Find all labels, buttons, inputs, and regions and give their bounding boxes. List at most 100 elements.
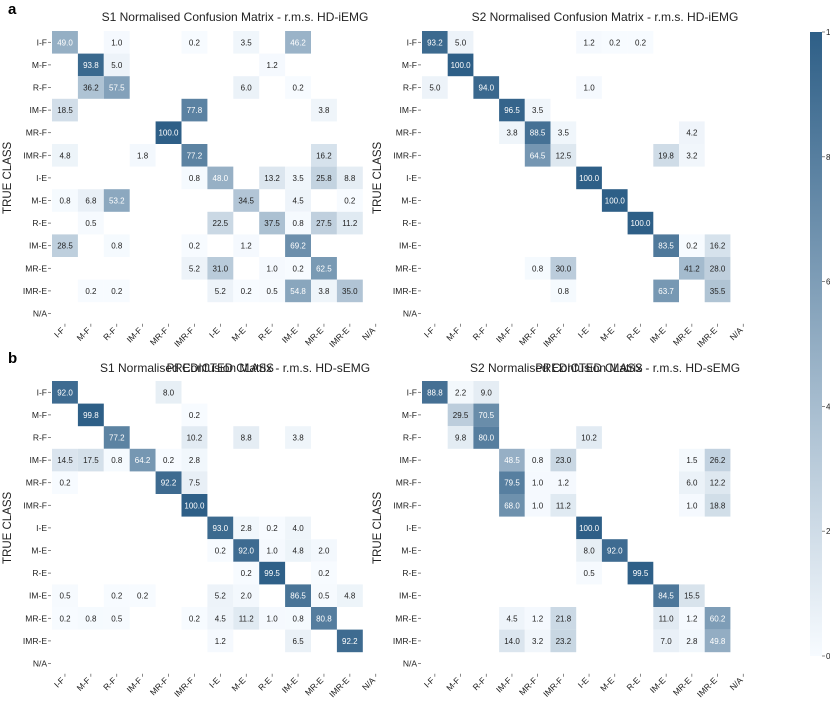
- y-tick-label: I-E: [406, 523, 417, 533]
- cell-value-label: 21.8: [556, 614, 572, 623]
- x-tick-label: R-F: [101, 675, 118, 692]
- heatmap-cell: [704, 279, 731, 303]
- cell-value-label: 25.8: [316, 174, 332, 183]
- heatmap-cell: [653, 144, 679, 167]
- y-tick-label: R-E: [32, 568, 47, 578]
- heatmap-cell: [679, 257, 705, 280]
- y-tick-label: MR-E: [395, 613, 417, 623]
- cell-value-label: 1.2: [584, 38, 596, 47]
- heatmap-cell: [524, 607, 551, 630]
- cell-value-label: 1.0: [532, 501, 544, 510]
- heatmap-cell: [499, 471, 525, 494]
- cell-value-label: 11.2: [556, 501, 572, 510]
- cell-value-label: 11.0: [659, 614, 675, 623]
- heatmap-cell: [576, 426, 602, 449]
- cell-value-label: 57.5: [109, 84, 125, 93]
- heatmap-cell: [704, 234, 731, 257]
- cell-value-label: 3.8: [293, 434, 305, 443]
- heatmap-cell: [207, 516, 234, 540]
- cell-value-label: 16.2: [316, 151, 332, 160]
- cell-value-label: 2.0: [241, 592, 253, 601]
- cell-value-label: 54.8: [290, 287, 306, 296]
- y-tick-label: R-F: [403, 83, 417, 93]
- y-tick-label: IMR-F: [23, 150, 47, 160]
- y-tick-label: IM-F: [30, 455, 47, 465]
- y-tick-label: IM-E: [399, 241, 417, 251]
- y-tick-label: MR-E: [25, 613, 47, 623]
- cell-value-label: 100.0: [579, 524, 600, 533]
- x-tick-label: IMR-F: [541, 675, 565, 699]
- heatmap-cell: [550, 607, 577, 630]
- heatmap-cell: [285, 211, 311, 235]
- heatmap-cell: [336, 166, 363, 190]
- y-tick-label: IM-F: [30, 105, 47, 115]
- cell-value-label: 1.2: [558, 479, 570, 488]
- cell-value-label: 36.2: [83, 84, 99, 93]
- heatmap-cell: [103, 31, 130, 54]
- x-tick-label: MR-F: [517, 675, 539, 697]
- cell-value-label: 96.5: [504, 106, 520, 115]
- y-tick-label: MR-F: [26, 128, 47, 138]
- cell-value-label: 4.5: [506, 614, 518, 623]
- heatmap-cell: [653, 607, 679, 630]
- heatmap-cell: [233, 561, 260, 585]
- cell-value-label: 34.5: [238, 197, 254, 206]
- heatmap-cell: [181, 257, 208, 280]
- heatmap-cell: [499, 121, 525, 144]
- heatmap-cell: [576, 539, 602, 562]
- cell-value-label: 6.8: [85, 197, 97, 206]
- x-tick-label: IMR-F: [541, 325, 565, 349]
- y-tick-label: MR-F: [396, 128, 417, 138]
- heatmap-cell: [207, 211, 234, 235]
- x-tick-label: MR-F: [148, 325, 170, 347]
- heatmap-cell: [207, 607, 234, 630]
- heatmap-cell: [576, 561, 602, 585]
- heatmap-cell: [233, 234, 260, 257]
- heatmap-cell: [52, 98, 78, 122]
- cell-value-label: 14.5: [57, 456, 73, 465]
- cell-value-label: 70.5: [479, 411, 495, 420]
- y-tick-label: N/A: [33, 309, 48, 319]
- heatmap-cell: [447, 53, 474, 77]
- cell-value-label: 79.5: [504, 479, 520, 488]
- cell-value-label: 37.5: [264, 219, 280, 228]
- cell-value-label: 10.2: [187, 434, 203, 443]
- heatmap-cell: [233, 279, 260, 303]
- cell-value-label: 0.8: [111, 456, 123, 465]
- cell-value-label: 1.2: [241, 242, 253, 251]
- x-tick-label: IMR-E: [327, 675, 351, 699]
- cell-value-label: 4.5: [215, 614, 227, 623]
- cell-value-label: 1.2: [267, 61, 279, 70]
- heatmap-cell: [524, 98, 551, 122]
- y-tick-label: M-F: [32, 60, 47, 70]
- heatmap-cell: [103, 234, 130, 257]
- heatmap-cell: [52, 584, 78, 607]
- x-tick-label: N/A: [728, 675, 745, 692]
- heatmap-cell: [576, 516, 602, 540]
- x-tick-label: N/A: [360, 675, 377, 692]
- heatmap-s1-hd-semg: S1 Normalised Confusion Matrix - r.m.s. …: [2, 361, 377, 699]
- cell-value-label: 3.8: [318, 106, 330, 115]
- heatmap-cell: [52, 607, 78, 630]
- cell-value-label: 1.0: [267, 264, 279, 273]
- y-tick-label: M-E: [31, 196, 47, 206]
- heatmap-cell: [155, 381, 182, 404]
- heatmap-cell: [181, 98, 208, 122]
- cell-value-label: 26.2: [710, 456, 726, 465]
- cell-value-label: 86.5: [290, 592, 306, 601]
- heatmap-cell: [77, 448, 104, 472]
- cell-value-label: 80.0: [479, 434, 495, 443]
- y-tick-label: R-F: [33, 83, 47, 93]
- heatmap-cell: [103, 448, 130, 472]
- cell-value-label: 69.2: [290, 242, 306, 251]
- cell-value-label: 0.5: [318, 592, 330, 601]
- heatmap-cell: [233, 607, 260, 630]
- cell-value-label: 64.5: [530, 151, 546, 160]
- cell-value-label: 9.8: [455, 434, 467, 443]
- cell-value-label: 1.2: [532, 614, 544, 623]
- heatmap-cell: [77, 76, 104, 99]
- heatmap-cell: [447, 426, 474, 449]
- heatmap-cell: [233, 516, 260, 540]
- heatmap-cell: [311, 279, 337, 303]
- y-tick-label: I-F: [407, 37, 417, 47]
